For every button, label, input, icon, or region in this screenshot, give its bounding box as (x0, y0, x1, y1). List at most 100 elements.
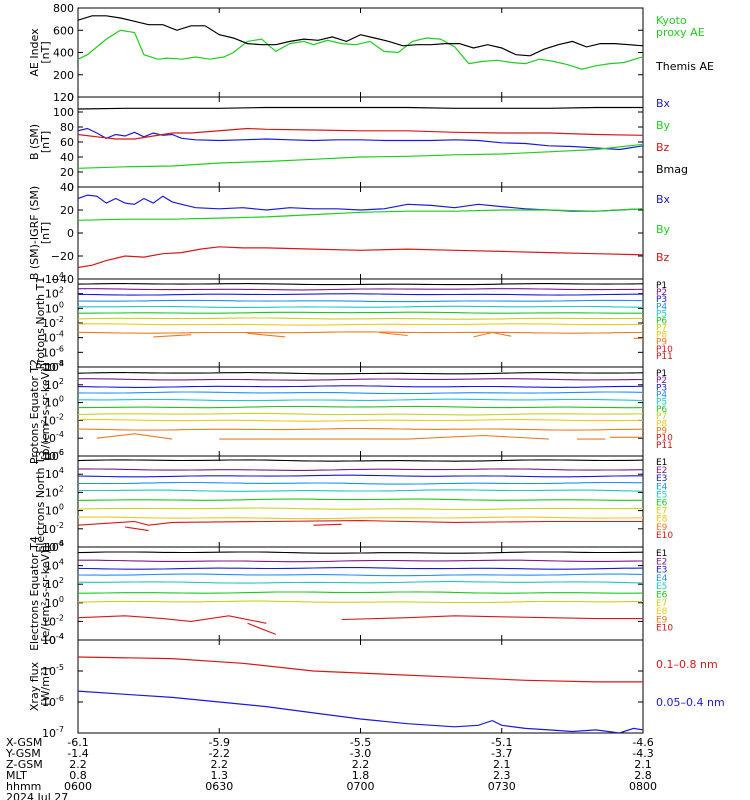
ephemeris-value: 1.3 (211, 769, 229, 782)
series-kyoto-proxy-ae (78, 29, 643, 70)
legend-p5: P5 (656, 309, 667, 319)
panel-frame (77, 96, 644, 188)
y-tick-label: 40 (60, 181, 74, 194)
legend-e9: E9 (656, 523, 668, 533)
legend-e8: E8 (656, 607, 668, 617)
legend-e1: E1 (656, 549, 667, 559)
channel-segment-line (313, 523, 342, 526)
legend-p8: P8 (656, 331, 667, 341)
legend-p9: P9 (656, 338, 667, 348)
legend-p8: P8 (656, 419, 667, 429)
channel-e5-line (78, 489, 643, 492)
channel-e2-line (78, 559, 643, 563)
legend-e5: E5 (656, 490, 667, 500)
legend-p11: P11 (656, 441, 673, 451)
channel-p7-line (78, 317, 643, 320)
channel-p4-line (78, 391, 643, 395)
channel-p9-line (78, 427, 643, 431)
y-tick-label: 102 (45, 484, 64, 499)
channel-segment-line (153, 334, 192, 338)
ephemeris-value: 0800 (629, 780, 657, 793)
channel-p2-line (78, 288, 643, 291)
channel-segment-line (96, 433, 173, 440)
channel-p4-line (78, 299, 643, 303)
series-bmag (78, 106, 643, 110)
series-themis-ae (78, 15, 643, 57)
y-tick-label: −40 (51, 273, 74, 286)
channel-e3-line (78, 474, 643, 478)
footer-ephemeris: X-GSM -6.1 -5.9 -5.5 -5.1 -4.6 Y-GSM -1.4 -2.2 -3… (5, 736, 657, 800)
legend-p10: P10 (656, 345, 673, 355)
legend-e4: E4 (656, 574, 668, 584)
y-axis-label: B (SM)[nT] (28, 124, 52, 160)
y-tick-label: 10-7 (42, 725, 64, 740)
y-axis-label: AE Index[nT] (28, 28, 52, 77)
y-tick-label: 104 (45, 466, 64, 481)
series-by (78, 143, 643, 169)
y-tick-label: 40 (60, 151, 74, 164)
ephemeris-value: 0730 (488, 780, 516, 793)
ephemeris-value: -4.3 (632, 747, 653, 760)
y-tick-label: 60 (60, 136, 74, 149)
channel-p1-line (78, 283, 643, 286)
ephemeris-value: 2.2 (69, 758, 87, 771)
legend-kyoto: Kyoto (656, 14, 687, 27)
legend-e6: E6 (656, 591, 668, 601)
channel-p5-line (78, 398, 643, 402)
legend-p4: P4 (656, 302, 667, 312)
legend-bz: Bz (656, 251, 670, 264)
series-bx (78, 127, 643, 151)
channel-e5-line (78, 581, 643, 584)
channel-p3-line (78, 385, 643, 388)
ephemeris-value: 1.8 (352, 769, 370, 782)
legend-e10: E10 (656, 624, 673, 634)
legend-0-05-0-4-nm: 0.05–0.4 nm (656, 696, 725, 709)
channel-e1-line (78, 551, 643, 554)
legend-p7: P7 (656, 412, 667, 422)
y-tick-label: 0 (67, 91, 74, 104)
series-bz (78, 127, 643, 140)
y-axis-label: Electrons North T3 (34, 450, 47, 552)
channel-e4-line (78, 481, 643, 485)
channel-segment-line (341, 615, 643, 621)
legend-e5: E5 (656, 582, 667, 592)
ephemeris-value: 0700 (347, 780, 375, 793)
channel-segment-line (247, 332, 286, 338)
ephemeris-value: -2.2 (209, 747, 230, 760)
y-tick-label: 100 (53, 106, 74, 119)
date-label: 2024 Jul 27 (6, 791, 68, 800)
y-tick-label: 0 (67, 181, 74, 194)
y-tick-label: 0 (67, 227, 74, 240)
series-by (78, 208, 643, 221)
y-tick-label: −20 (51, 250, 74, 263)
panel-bigrf: 40 20 0 −20 −40B (SM)-IGRF (SM)[nT] Bx By Bz (28, 181, 671, 286)
channel-segment-line (78, 520, 643, 526)
channel-p1-line (78, 372, 643, 375)
y-tick-label: 100 (45, 503, 64, 518)
y-tick-label: 106 (45, 448, 64, 463)
legend-e2: E2 (656, 557, 667, 567)
channel-segment-line (78, 615, 267, 624)
y-tick-label: 400 (53, 47, 74, 60)
ephemeris-value: 2.3 (493, 769, 511, 782)
ephemeris-value: -4.6 (632, 736, 653, 749)
legend-proxy-ae: proxy AE (656, 26, 705, 39)
channel-e3-line (78, 567, 643, 570)
legend-themis-ae: Themis AE (655, 60, 714, 73)
channel-p8-line (78, 323, 643, 326)
channel-p5-line (78, 305, 643, 309)
legend-e3: E3 (656, 474, 667, 484)
channel-e7-line (78, 600, 643, 604)
legend-bx: Bx (656, 97, 671, 110)
legend-p7: P7 (656, 324, 667, 334)
channel-p8-line (78, 419, 643, 422)
channel-e2-line (78, 468, 643, 471)
ephemeris-value: 2.8 (634, 769, 652, 782)
channel-e4-line (78, 573, 643, 577)
series-0-1-0-8-nm (78, 656, 643, 683)
y-axis-label: Xray flux[W/m²] (28, 661, 52, 711)
